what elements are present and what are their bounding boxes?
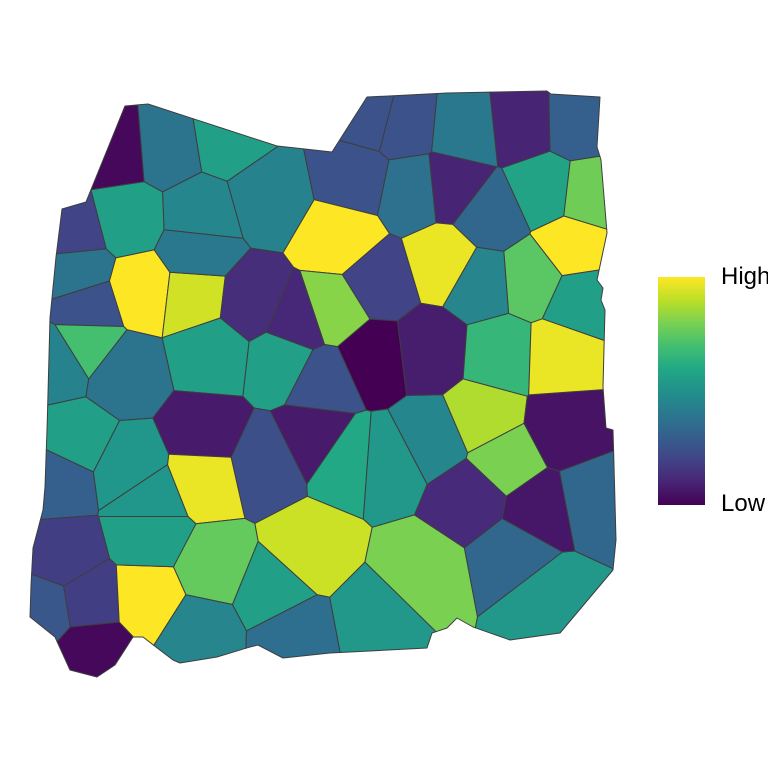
legend-high-label: High bbox=[721, 263, 768, 290]
map-cell bbox=[329, 561, 437, 653]
map-cell bbox=[548, 92, 601, 162]
map-cell bbox=[541, 269, 606, 341]
legend-low-label: Low bbox=[721, 490, 766, 517]
map-cell bbox=[56, 621, 134, 678]
map-cell bbox=[90, 104, 145, 191]
map-cell bbox=[414, 457, 507, 549]
colorbar-gradient bbox=[658, 277, 705, 505]
map-cell bbox=[245, 594, 341, 659]
map-cell bbox=[528, 318, 605, 396]
map-cell bbox=[397, 302, 468, 396]
